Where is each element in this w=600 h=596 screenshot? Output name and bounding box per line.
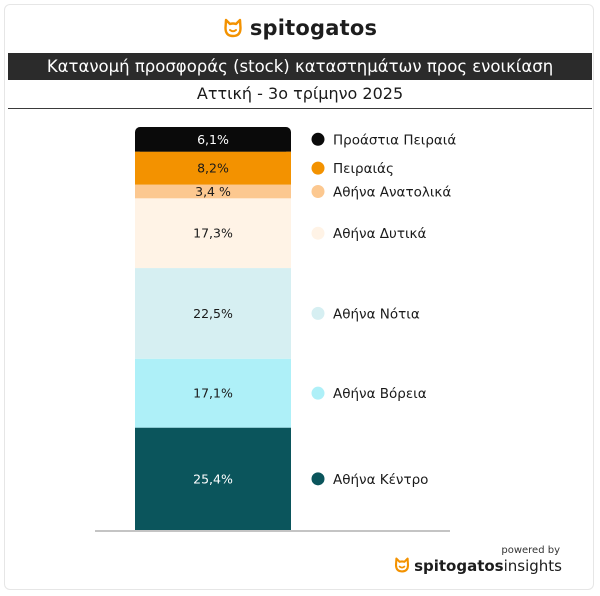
bar-segment: [135, 358, 291, 428]
data-label: 6,1%: [197, 132, 229, 147]
brand-name: spitogatos: [249, 16, 378, 40]
legend-swatch: [311, 472, 325, 486]
legend-label: Αθήνα Δυτικά: [333, 226, 426, 242]
footer-brand: spitogatosinsights: [394, 557, 562, 577]
bar-segment: [135, 151, 291, 185]
powered-by-label: powered by: [501, 545, 560, 556]
legend-swatch: [311, 184, 325, 198]
brand-header: spitogatos: [0, 16, 600, 43]
data-label: 3,4 %: [195, 184, 231, 199]
bar-segment: [135, 198, 291, 269]
legend-label: Αθήνα Κέντρο: [333, 472, 428, 488]
legend-swatch: [311, 226, 325, 240]
footer-cat-logo-icon: [394, 557, 410, 577]
data-label: 17,1%: [193, 386, 233, 401]
legend-label: Αθήνα Βόρεια: [333, 386, 427, 402]
data-label: 25,4%: [193, 471, 233, 486]
data-label: 17,3%: [193, 226, 233, 241]
legend-swatch: [311, 306, 325, 320]
data-label: 22,5%: [193, 306, 233, 321]
bar-segment: [135, 184, 291, 199]
legend-label: Αθήνα Ανατολικά: [333, 184, 451, 200]
bar-segment: [135, 268, 291, 359]
legend-swatch: [311, 132, 325, 146]
cat-logo-icon: [223, 18, 243, 43]
bar-segment: [135, 427, 291, 530]
legend-swatch: [311, 161, 325, 175]
legend-swatch: [311, 386, 325, 400]
data-label: 8,2%: [197, 161, 229, 176]
legend-label: Προάστια Πειραιά: [333, 132, 456, 148]
footer-brand-bold: spitogatos: [414, 557, 504, 575]
chart-subtitle: Αττική - 3ο τρίμηνο 2025: [8, 81, 592, 109]
bar-segment-fill: [135, 139, 291, 152]
footer-brand-light: insights: [503, 557, 562, 575]
chart-title: Κατανομή προσφοράς (stock) καταστημάτων …: [8, 53, 592, 80]
legend-label: Πειραιάς: [333, 161, 394, 177]
legend-label: Αθήνα Νότια: [333, 306, 420, 322]
